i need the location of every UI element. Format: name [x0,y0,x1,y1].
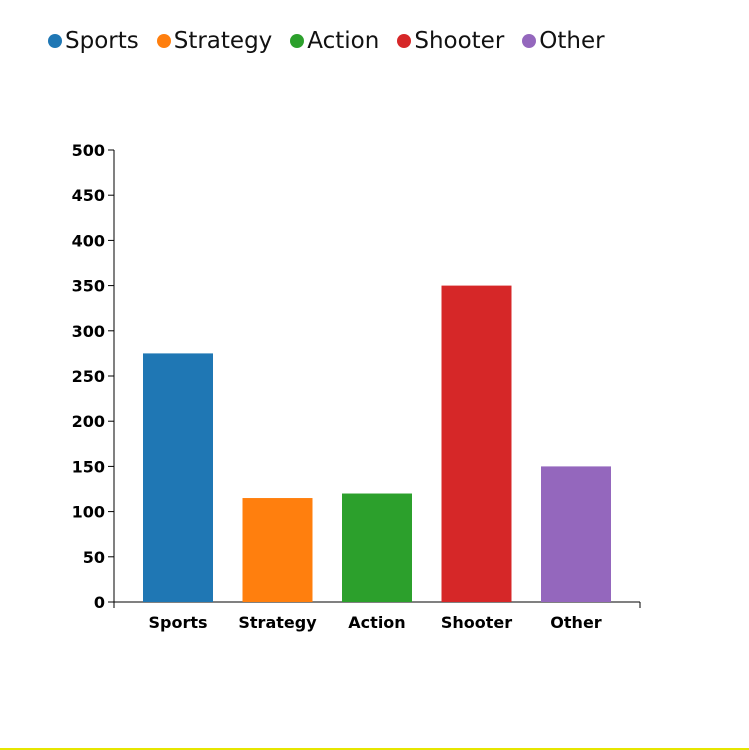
x-tick-label: Shooter [441,613,512,632]
legend-label: Other [539,28,605,54]
y-tick-label: 400 [72,231,105,250]
chart-legend: Sports Strategy Action Shooter Other [48,28,623,54]
y-tick-label: 350 [72,277,105,296]
legend-item-action: Action [290,28,379,54]
y-tick-label: 300 [72,322,105,341]
bar-action [342,493,412,602]
bar-other [541,466,611,602]
y-tick-label: 450 [72,186,105,205]
y-tick-label: 200 [72,412,105,431]
y-tick-label: 500 [72,141,105,160]
legend-label: Shooter [414,28,505,54]
x-tick-label: Other [550,613,601,632]
legend-swatch [522,34,537,48]
legend-label: Action [307,28,380,54]
legend-item-other: Other [522,28,605,54]
legend-item-shooter: Shooter [397,28,504,54]
legend-swatch [290,34,305,48]
y-tick-label: 100 [72,503,105,522]
bar-strategy [242,498,313,602]
y-tick-label: 50 [83,548,105,567]
x-tick-label: Action [348,613,405,632]
y-tick-label: 0 [94,593,105,612]
x-tick-label: Strategy [238,613,317,632]
bar-shooter [441,285,512,602]
legend-item-strategy: Strategy [156,28,273,54]
legend-swatch [397,34,412,48]
legend-swatch [156,34,171,48]
y-tick-label: 150 [72,457,105,476]
legend-item-sports: Sports [48,28,139,54]
bar-sports [143,353,213,602]
x-tick-label: Sports [148,613,207,632]
legend-label: Strategy [173,28,273,54]
bottom-border [0,748,749,750]
legend-label: Sports [65,28,139,54]
y-tick-label: 250 [72,367,105,386]
legend-swatch [48,34,62,48]
